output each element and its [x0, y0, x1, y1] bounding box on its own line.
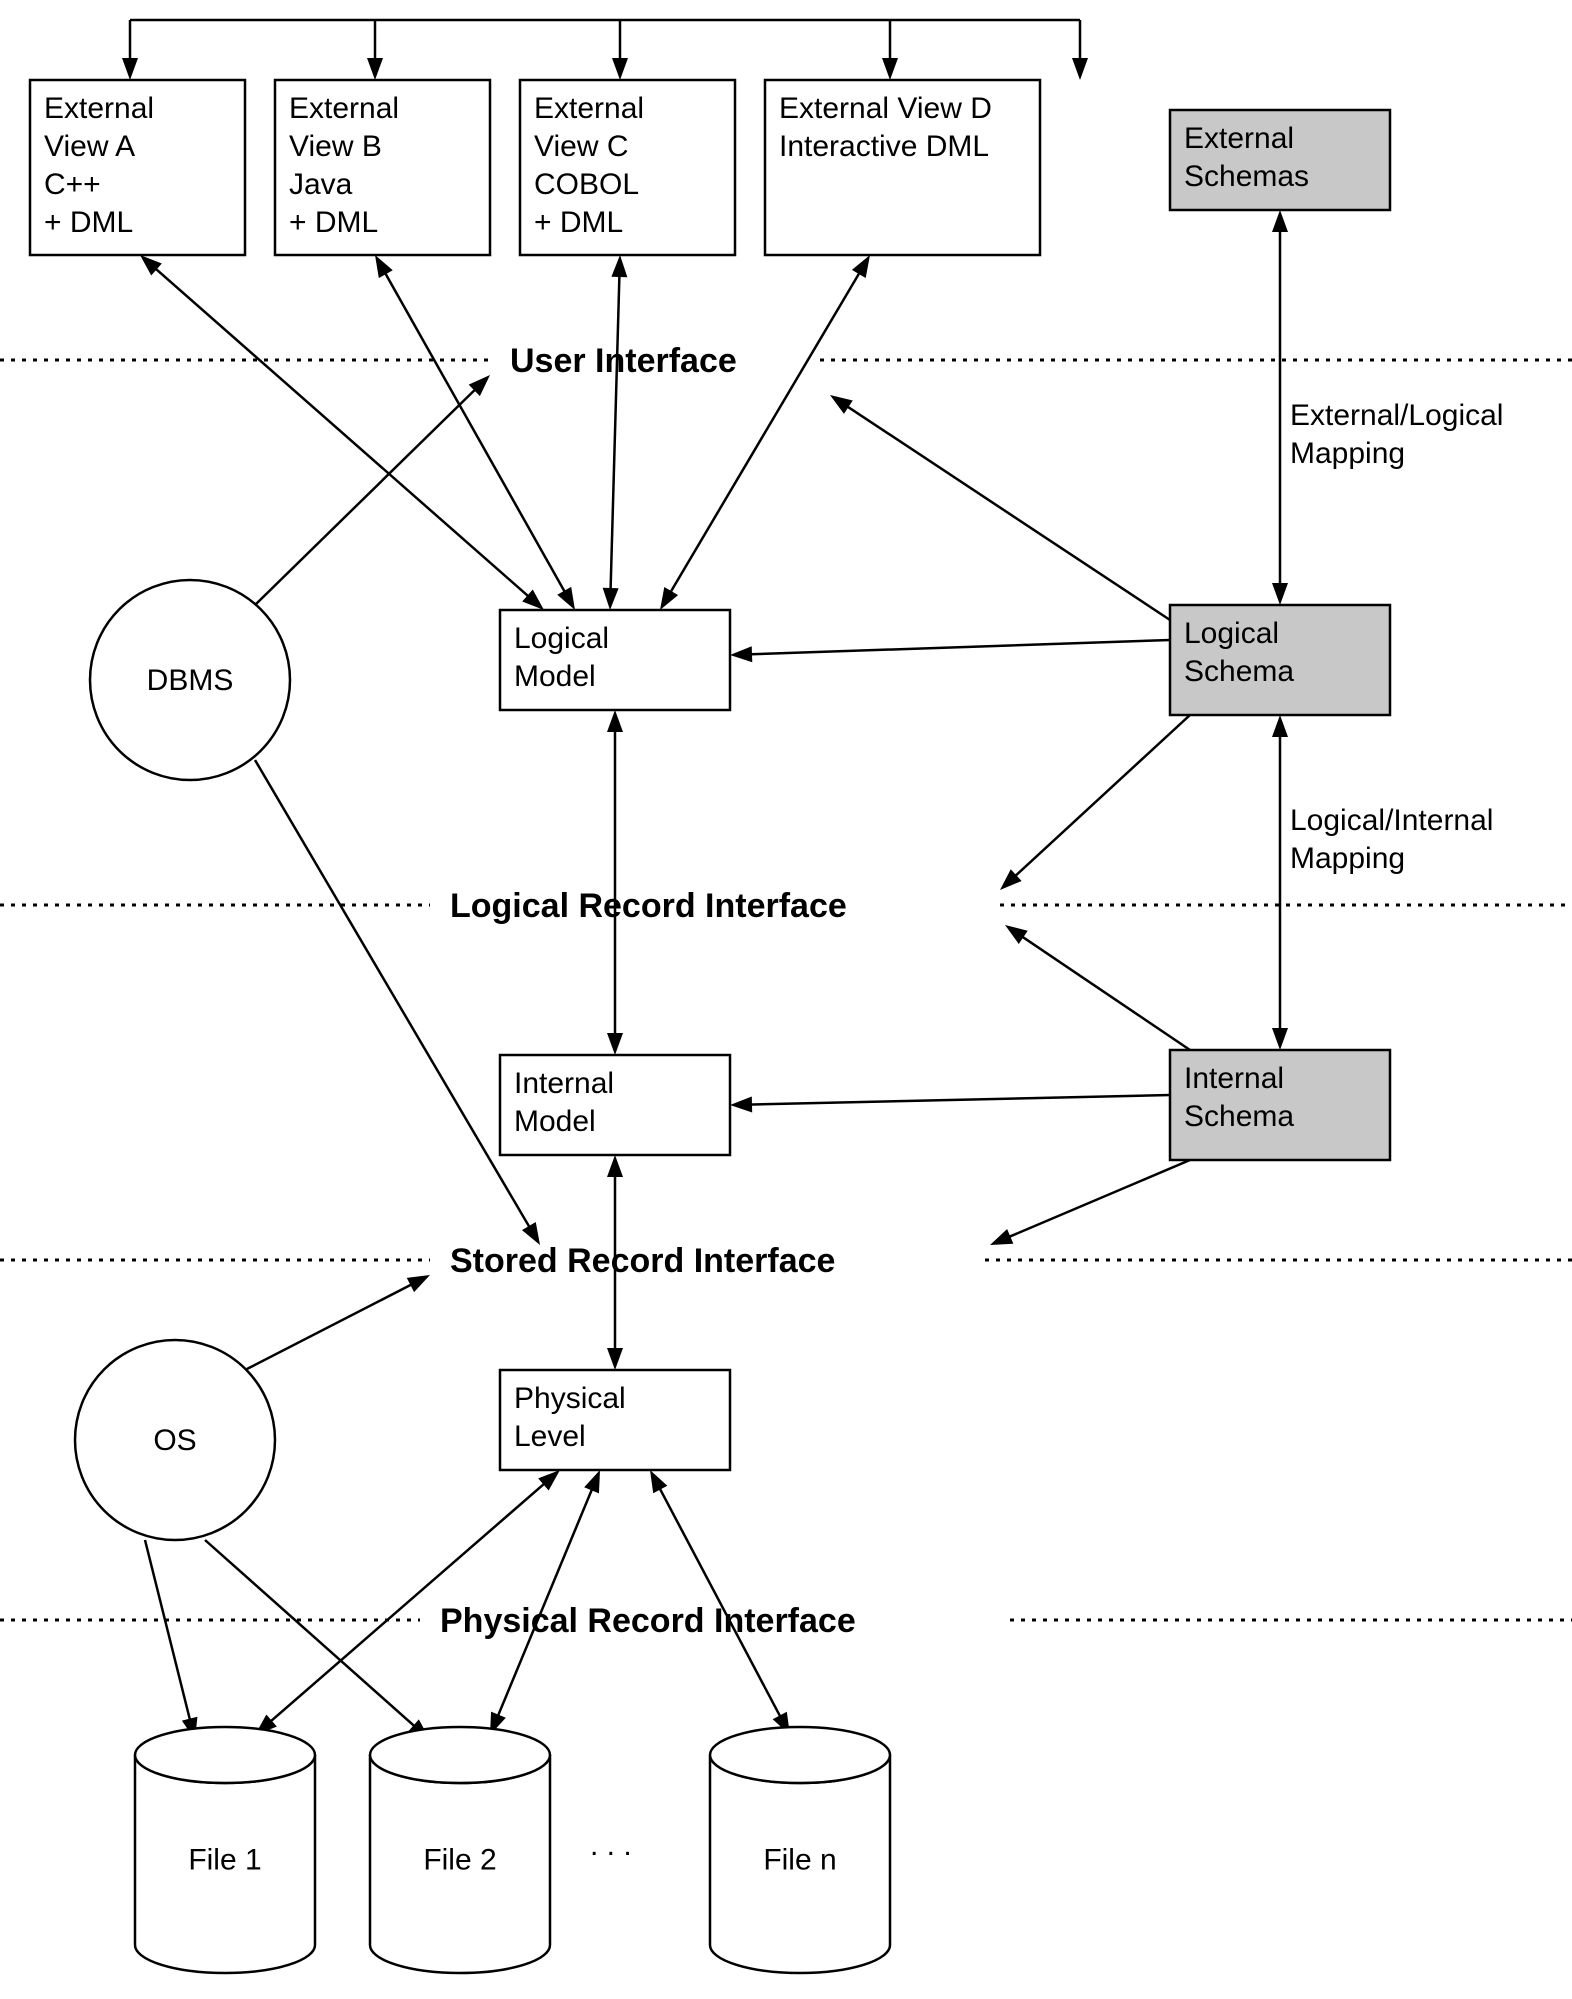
svg-text:File n: File n [763, 1844, 836, 1877]
svg-text:File 1: File 1 [188, 1844, 261, 1877]
svg-text:OS: OS [153, 1424, 196, 1457]
h_stored: Stored Record Interface [450, 1242, 835, 1280]
h_physical: Physical Record Interface [440, 1602, 856, 1640]
h_user: User Interface [510, 342, 737, 380]
h_logical: Logical Record Interface [450, 887, 847, 925]
svg-text:File 2: File 2 [423, 1844, 496, 1877]
svg-text:DBMS: DBMS [147, 664, 234, 697]
svg-text:External/LogicalMapping: External/LogicalMapping [1290, 399, 1503, 470]
ellipsis: . . . [590, 1829, 632, 1862]
svg-text:Logical/InternalMapping: Logical/InternalMapping [1290, 804, 1493, 875]
